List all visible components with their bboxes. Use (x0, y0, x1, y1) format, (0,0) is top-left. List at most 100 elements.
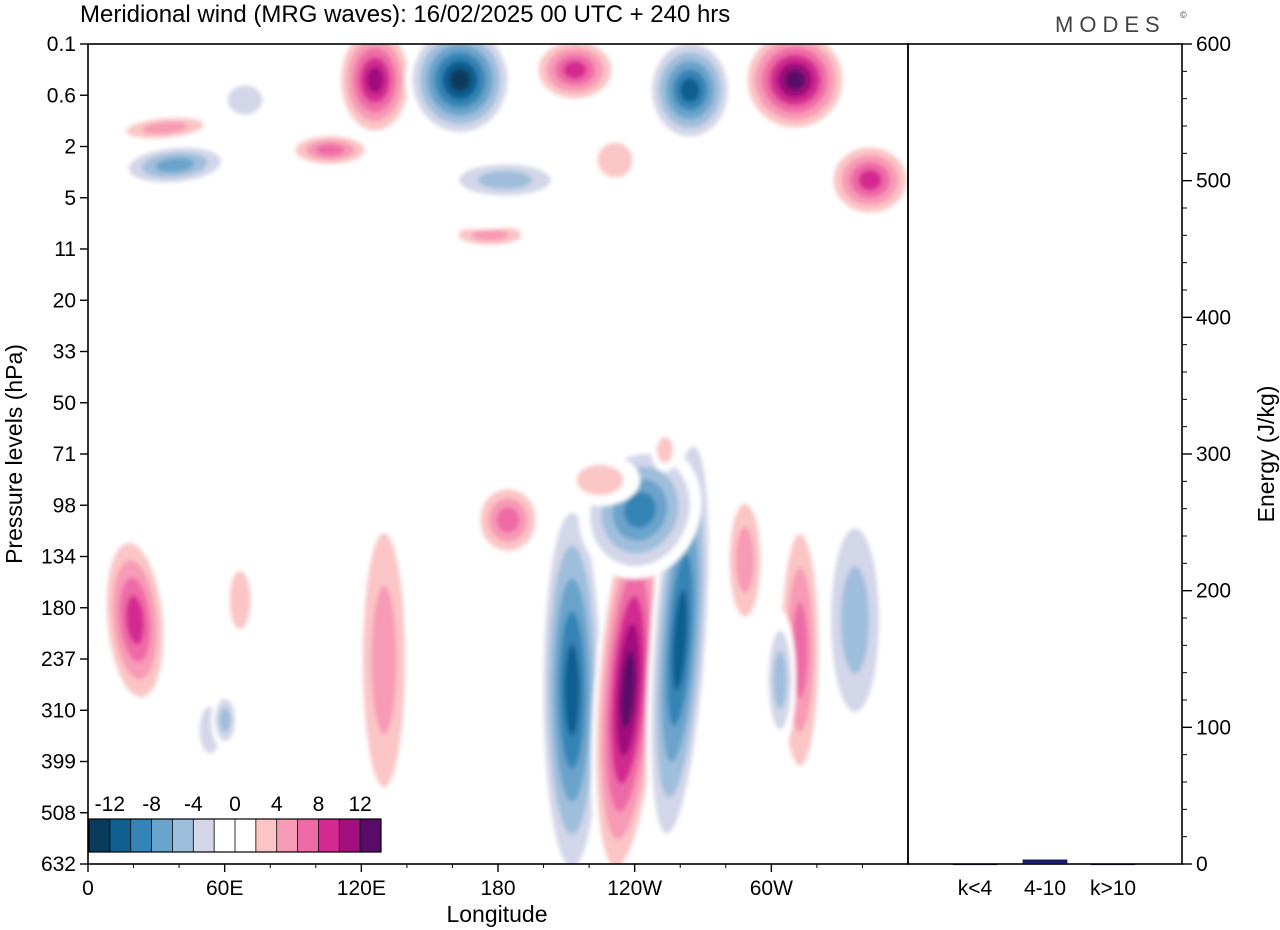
modes-logo: MODES (1055, 12, 1166, 37)
pressure-axis: 0.1 0.6 2 5 11 20 33 50 71 98 134 180 237 310 399 508 63… (41, 33, 88, 876)
colorbar-swatch (109, 819, 132, 852)
y-tick-label: 632 (41, 853, 76, 876)
y-tick-label: 20 (53, 289, 76, 312)
energy-tick-label: 200 (1196, 580, 1231, 603)
colorbar-swatch (193, 819, 215, 852)
y-tick-label: 0.6 (47, 84, 76, 107)
longitude-axis: 0 60E 120E 180 120W 60W (82, 864, 863, 900)
colorbar-label: -8 (142, 793, 161, 816)
contour-blob (563, 60, 587, 80)
contour-blob (798, 331, 842, 359)
colorbar-swatch (130, 819, 152, 852)
y-tick-label: 33 (53, 341, 76, 364)
x-tick-label: 60W (750, 877, 793, 900)
contour-blob (576, 464, 624, 496)
contour-blob (478, 170, 532, 190)
contour-blob (155, 157, 195, 173)
contour-blob (784, 69, 806, 91)
colorbar-label: 8 (313, 793, 325, 816)
contour-blob (597, 142, 633, 178)
x-tick-label: 180 (480, 877, 515, 900)
contour-blob (564, 644, 580, 736)
contour-blob (621, 651, 635, 729)
contour-blob (229, 570, 251, 630)
contour-blob (219, 707, 231, 733)
colorbar-swatch (297, 819, 319, 852)
contour-blob (125, 595, 145, 645)
wind-contour-field (88, 44, 908, 864)
energy-tick-label: 300 (1196, 443, 1231, 466)
x-axis-label: Longitude (446, 901, 547, 927)
contour-blob (201, 500, 229, 580)
colorbar-swatch (318, 819, 340, 852)
contour-blob (858, 169, 882, 191)
contour-blob (160, 343, 230, 367)
colorbar-label: 0 (229, 793, 241, 816)
wavenumber-axis: k<4 4-10 k>10 (958, 877, 1136, 900)
colorbar: -12 -8 -4 0 4 8 12 (88, 793, 382, 853)
contour-blob (680, 77, 700, 103)
contour-blob (88, 130, 114, 230)
logo-mark: © (1180, 10, 1187, 20)
contour-blob (558, 430, 582, 470)
colorbar-swatch (151, 819, 173, 852)
contour-blob (624, 492, 656, 528)
contour-blob (142, 121, 188, 135)
contour-blob (315, 144, 345, 156)
y-tick-label: 98 (53, 494, 76, 517)
colorbar-label: 4 (271, 793, 283, 816)
x-tick-label: 120W (607, 877, 662, 900)
energy-bar (1022, 859, 1068, 865)
x-tick-label: 120E (337, 877, 386, 900)
energy-tick-label: 0 (1196, 853, 1208, 876)
contour-blob (227, 85, 263, 115)
contour-blob (371, 585, 397, 735)
energy-bar (952, 863, 998, 866)
energy-tick-label: 600 (1196, 33, 1231, 56)
contour-blob (230, 340, 290, 360)
contour-blob (449, 68, 471, 92)
y-tick-label: 508 (41, 802, 76, 825)
colorbar-swatch (339, 819, 361, 852)
contour-blob (281, 180, 519, 230)
colorbar-label: -4 (184, 793, 203, 816)
contour-blob (792, 602, 808, 698)
energy-tick-label: 400 (1196, 306, 1231, 329)
energy-tick-label: 500 (1196, 170, 1231, 193)
contour-blob (471, 229, 509, 241)
energy-tick-label: 100 (1196, 716, 1231, 739)
colorbar-label: -12 (95, 793, 125, 816)
y-tick-label: 180 (41, 597, 76, 620)
energy-axis: 0 100 200 300 400 500 600 (1182, 33, 1231, 876)
contour-blob (478, 570, 522, 864)
chart-title: Meridional wind (MRG waves): 16/02/2025 … (80, 1, 730, 28)
x-tick-label: 0 (82, 877, 94, 900)
colorbar-swatch (89, 819, 111, 852)
y-tick-label: 2 (64, 136, 76, 159)
wavenumber-label: k<4 (958, 877, 993, 900)
contour-blob (248, 520, 292, 864)
energy-bar (1090, 863, 1136, 866)
energy-bars (952, 859, 1136, 866)
colorbar-swatch (276, 819, 298, 852)
y-axis-label: Pressure levels (hPa) (1, 344, 27, 564)
colorbar-swatch (235, 819, 257, 852)
y-tick-label: 237 (41, 648, 76, 671)
colorbar-swatch (255, 819, 278, 852)
contour-blob (672, 589, 688, 691)
contour-blob (725, 135, 825, 175)
contour-blob (366, 66, 384, 94)
y-tick-label: 71 (53, 443, 76, 466)
x-tick-label: 60E (206, 877, 243, 900)
contour-blob (841, 566, 869, 674)
contour-blob (150, 283, 230, 307)
colorbar-swatch (172, 819, 194, 852)
y-tick-label: 11 (54, 238, 76, 261)
contour-blob (656, 437, 674, 463)
y-tick-label: 134 (41, 546, 76, 569)
wavenumber-label: k>10 (1090, 877, 1136, 900)
y-tick-label: 5 (64, 187, 76, 210)
y-tick-label: 399 (41, 751, 76, 774)
contour-blob (496, 507, 520, 533)
